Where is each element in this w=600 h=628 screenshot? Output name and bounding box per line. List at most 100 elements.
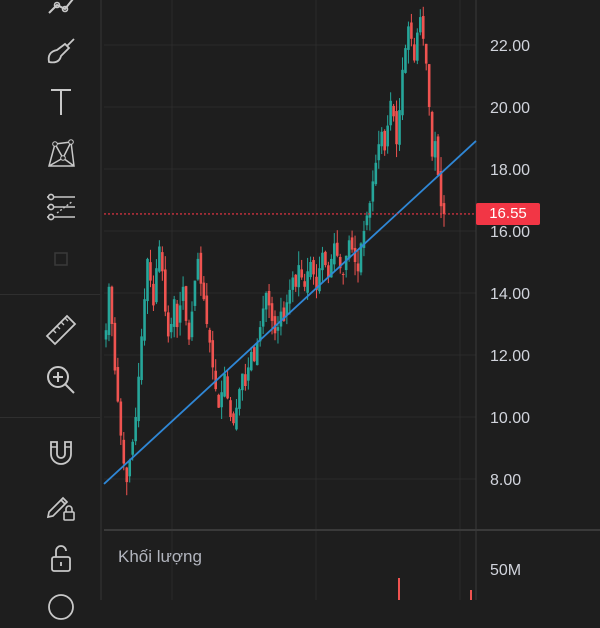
candle-body — [267, 290, 271, 306]
candle-body — [279, 311, 283, 327]
brush-icon — [47, 38, 75, 64]
candle-body — [273, 316, 277, 334]
unlock-tool[interactable] — [40, 538, 82, 580]
candle-body — [235, 407, 238, 430]
candle-body — [208, 329, 212, 343]
candle-body — [309, 262, 312, 278]
candle-body — [395, 111, 398, 145]
candle-body — [359, 243, 363, 273]
candle-body — [332, 243, 336, 265]
candle-body — [297, 265, 301, 288]
candle-body — [303, 281, 306, 287]
candle-body — [119, 401, 123, 436]
price-chart[interactable]: 22.00 20.00 18.00 16.00 14.00 12.00 10.00 8.00 5… — [0, 0, 600, 600]
candle-body — [211, 340, 215, 368]
candle-body — [404, 48, 407, 73]
magnet-icon — [50, 441, 72, 465]
lock-drawing-tool[interactable] — [40, 485, 82, 527]
candle-body — [175, 303, 179, 328]
candle-body — [143, 299, 146, 341]
brush-tool[interactable] — [40, 31, 82, 73]
placeholder-tool[interactable] — [40, 238, 82, 280]
candle-body — [184, 286, 188, 321]
lock-drawing-icon — [46, 496, 75, 521]
candle-body — [247, 367, 250, 381]
candle-body — [134, 417, 137, 442]
price-axis-tick: 20.00 — [490, 100, 530, 117]
prediction-icon — [47, 193, 75, 221]
price-axis-tick: 22.00 — [490, 38, 530, 55]
unlock-icon — [51, 545, 71, 572]
candle-body — [169, 324, 173, 333]
candle-body — [306, 271, 309, 293]
candle-body — [389, 100, 392, 126]
candle-body — [362, 231, 366, 248]
trend-line — [103, 140, 477, 485]
candle-body — [377, 144, 381, 161]
ruler-tool[interactable] — [40, 309, 82, 351]
candle-body — [300, 269, 303, 278]
candle-body — [232, 413, 235, 424]
toolbar-divider — [100, 0, 102, 600]
candle-body — [217, 394, 220, 408]
candle-body — [407, 26, 410, 50]
candle-body — [312, 260, 315, 275]
candle-body — [161, 252, 164, 272]
candle-body — [427, 64, 431, 107]
candle-body — [430, 111, 434, 157]
magnet-tool[interactable] — [40, 433, 82, 475]
candle-body — [344, 255, 348, 271]
candle-body — [327, 265, 330, 278]
price-axis-tick: 18.00 — [490, 162, 530, 179]
candle-body — [110, 286, 114, 324]
candle-body — [380, 131, 384, 147]
candle-body — [288, 289, 292, 304]
candle-body — [244, 374, 247, 386]
volume-bar — [470, 590, 472, 600]
candle-body — [335, 242, 339, 256]
candle-body — [398, 110, 401, 145]
pattern-tool[interactable] — [40, 133, 82, 175]
candle-body — [146, 258, 149, 302]
candle-body — [190, 311, 194, 338]
candle-body — [282, 307, 286, 321]
candle-body — [113, 322, 117, 371]
candle-body — [338, 256, 342, 269]
price-axis-tick: 14.00 — [490, 286, 530, 303]
price-axis-tick: 12.00 — [490, 348, 530, 365]
candle-body — [193, 280, 197, 306]
candle-body — [181, 286, 185, 301]
candle-body — [330, 258, 333, 278]
candle-body — [315, 276, 318, 290]
pattern-icon — [48, 139, 75, 167]
text-icon — [51, 89, 71, 115]
candle-body — [410, 22, 413, 39]
candle-body — [347, 240, 351, 259]
candle-body — [439, 170, 443, 207]
candle-body — [285, 302, 289, 316]
candle-body — [252, 347, 256, 362]
candle-body — [270, 303, 274, 321]
candle-body — [421, 16, 425, 39]
candle-body — [238, 389, 241, 409]
candle-body — [276, 327, 280, 331]
zoom-in-tool[interactable] — [40, 359, 82, 401]
candle-body — [350, 237, 354, 250]
candle-body — [205, 295, 209, 324]
candle-body — [418, 17, 422, 33]
price-axis-tick: 10.00 — [490, 410, 530, 427]
zoom-in-icon — [47, 366, 75, 394]
text-tool[interactable] — [40, 81, 82, 123]
trend-line-tool[interactable] — [40, 0, 82, 30]
candle-body — [258, 327, 262, 342]
candle-body — [163, 269, 167, 312]
toolbar-separator — [0, 417, 100, 418]
candle-body — [220, 392, 223, 408]
candle-body — [294, 274, 298, 287]
candle-body — [356, 263, 360, 272]
prediction-tool[interactable] — [40, 186, 82, 228]
candle-body — [241, 373, 244, 391]
candle-body — [324, 251, 327, 266]
candle-body — [152, 283, 155, 306]
candle-body — [291, 277, 295, 290]
